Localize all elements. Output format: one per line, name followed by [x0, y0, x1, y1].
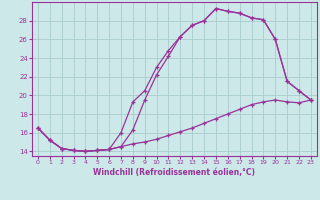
X-axis label: Windchill (Refroidissement éolien,°C): Windchill (Refroidissement éolien,°C)	[93, 168, 255, 177]
